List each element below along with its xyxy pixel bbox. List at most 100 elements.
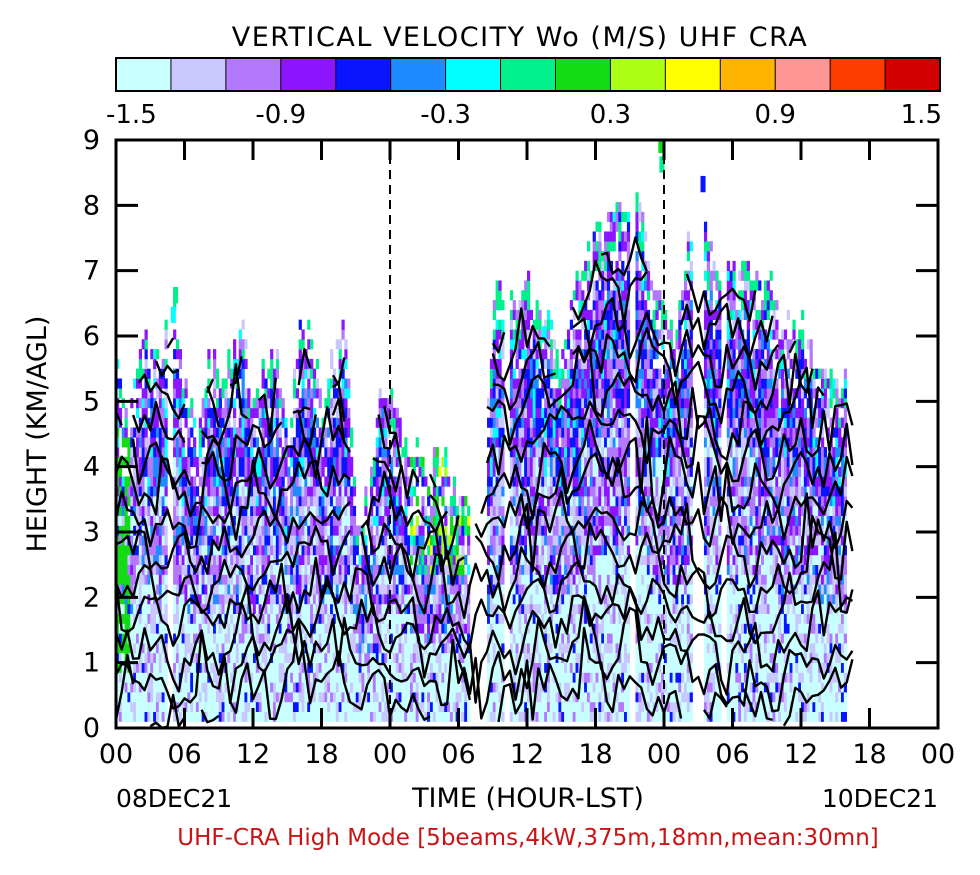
heatmap-cell <box>253 408 256 418</box>
heatmap-cell <box>139 535 142 545</box>
colorbar-swatch <box>391 58 446 91</box>
heatmap-cell <box>316 692 319 702</box>
heatmap-cell <box>156 663 159 673</box>
heatmap-cell <box>196 486 199 496</box>
colorbar-swatch <box>116 58 171 91</box>
heatmap-cell <box>393 408 396 418</box>
heatmap-cell <box>496 614 499 624</box>
heatmap-cell <box>556 535 559 545</box>
heatmap-cell <box>498 525 501 535</box>
heatmap-cell <box>567 339 570 349</box>
heatmap-cell <box>162 525 165 535</box>
heatmap-cell <box>207 702 210 712</box>
heatmap-cell <box>410 555 413 565</box>
heatmap-cell <box>339 574 342 584</box>
heatmap-cell <box>224 408 227 418</box>
heatmap-cell <box>185 388 188 398</box>
heatmap-cell <box>222 633 225 643</box>
heatmap-cell <box>567 584 570 594</box>
heatmap-cell <box>576 290 579 300</box>
heatmap-cell <box>213 633 216 643</box>
heatmap-cell <box>244 427 247 437</box>
heatmap-cell <box>239 633 242 643</box>
heatmap-cell <box>336 339 339 349</box>
heatmap-cell <box>313 447 316 457</box>
heatmap-cell <box>339 712 342 722</box>
heatmap-cell <box>538 408 541 418</box>
heatmap-cell <box>530 623 533 633</box>
heatmap-cell <box>447 584 450 594</box>
heatmap-cell <box>239 643 242 653</box>
heatmap-cell <box>219 594 222 604</box>
heatmap-cell <box>322 633 325 643</box>
heatmap-cell <box>242 339 245 349</box>
heatmap-cell <box>185 682 188 692</box>
heatmap-cell <box>259 535 262 545</box>
heatmap-cell <box>373 712 376 722</box>
heatmap-cell <box>427 692 430 702</box>
heatmap-cell <box>527 467 530 477</box>
heatmap-cell <box>498 359 501 369</box>
heatmap-cell <box>421 457 424 467</box>
heatmap-cell <box>359 623 362 633</box>
heatmap-cell <box>399 643 402 653</box>
heatmap-cell <box>556 545 559 555</box>
heatmap-cell <box>407 623 410 633</box>
heatmap-cell <box>142 584 145 594</box>
heatmap-cell <box>162 565 165 575</box>
heatmap-cell <box>173 516 176 526</box>
heatmap-cell <box>510 633 513 643</box>
colorbar-swatch <box>665 58 720 91</box>
heatmap-cell <box>239 584 242 594</box>
heatmap-cell <box>230 427 233 437</box>
heatmap-cell <box>558 702 561 712</box>
heatmap-cell <box>490 388 493 398</box>
heatmap-cell <box>421 565 424 575</box>
heatmap-cell <box>284 614 287 624</box>
heatmap-cell <box>179 398 182 408</box>
heatmap-cell <box>384 623 387 633</box>
heatmap-cell <box>253 506 256 516</box>
heatmap-cell <box>284 702 287 712</box>
heatmap-cell <box>316 496 319 506</box>
heatmap-cell <box>182 594 185 604</box>
heatmap-cell <box>302 339 305 349</box>
heatmap-cell <box>262 682 265 692</box>
heatmap-cell <box>270 692 273 702</box>
heatmap-cell <box>259 525 262 535</box>
heatmap-cell <box>139 457 142 467</box>
heatmap-cell <box>222 447 225 457</box>
heatmap-cell <box>384 574 387 584</box>
heatmap-cell <box>313 496 316 506</box>
heatmap-cell <box>424 584 427 594</box>
heatmap-cell <box>133 565 136 575</box>
heatmap-cell <box>444 516 447 526</box>
heatmap-cell <box>264 525 267 535</box>
heatmap-cell <box>130 486 133 496</box>
heatmap-cell <box>576 388 579 398</box>
heatmap-cell <box>324 594 327 604</box>
heatmap-cell <box>313 437 316 447</box>
heatmap-cell <box>122 604 125 614</box>
heatmap-cell <box>293 663 296 673</box>
heatmap-cell <box>350 682 353 692</box>
heatmap-cell <box>410 682 413 692</box>
heatmap-cell <box>287 633 290 643</box>
heatmap-cell <box>536 604 539 614</box>
heatmap-cell <box>153 447 156 457</box>
heatmap-cell <box>207 682 210 692</box>
heatmap-cell <box>564 614 567 624</box>
heatmap-cell <box>273 555 276 565</box>
heatmap-cell <box>282 516 285 526</box>
heatmap-cell <box>493 300 496 310</box>
heatmap-cell <box>376 692 379 702</box>
heatmap-cell <box>239 457 242 467</box>
heatmap-cell <box>290 447 293 457</box>
heatmap-cell <box>556 349 559 359</box>
heatmap-cell <box>453 496 456 506</box>
heatmap-cell <box>122 574 125 584</box>
heatmap-cell <box>498 623 501 633</box>
heatmap-cell <box>444 712 447 722</box>
colorbar-swatch <box>885 58 940 91</box>
heatmap-cell <box>350 506 353 516</box>
